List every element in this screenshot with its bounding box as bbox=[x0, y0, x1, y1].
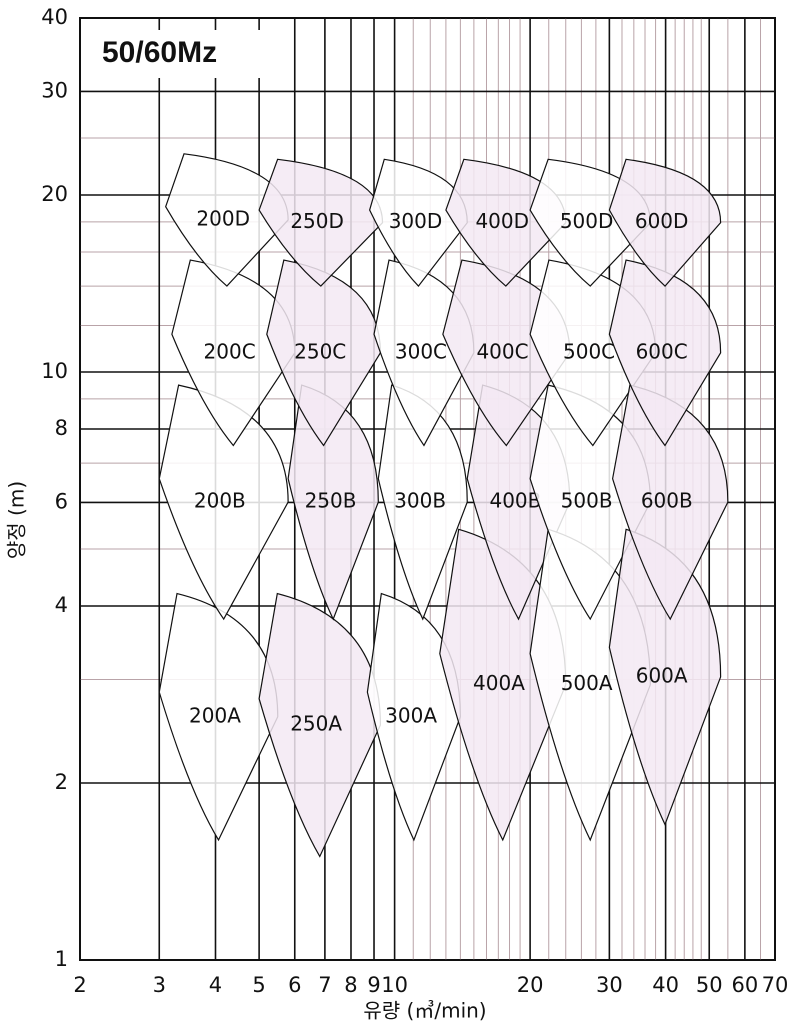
region-label: 600B bbox=[641, 489, 693, 513]
region-label: 300C bbox=[395, 339, 447, 363]
x-tick-label: 30 bbox=[596, 973, 623, 997]
y-tick-label: 10 bbox=[41, 359, 68, 383]
x-tick-label: 2 bbox=[73, 973, 86, 997]
x-tick-label: 20 bbox=[517, 973, 544, 997]
region-label: 200B bbox=[194, 489, 246, 513]
y-tick-label: 2 bbox=[55, 770, 68, 794]
region-label: 500A bbox=[561, 671, 613, 695]
region-label: 500C bbox=[563, 339, 615, 363]
x-tick-label: 5 bbox=[252, 973, 265, 997]
region-label: 250C bbox=[294, 339, 346, 363]
y-tick-label: 40 bbox=[41, 5, 68, 29]
y-tick-label: 8 bbox=[55, 416, 68, 440]
regions: 200A 200B 200C 200D 250A 250B 250C 250D 300A 300B… bbox=[158, 153, 729, 858]
region-label: 400D bbox=[475, 209, 529, 233]
x-tick-label: 10 bbox=[381, 973, 408, 997]
region-label: 250B bbox=[305, 489, 357, 513]
x-tick-label: 50 bbox=[696, 973, 723, 997]
chart-title: 50/60Mz bbox=[102, 36, 217, 69]
x-tick-label: 6 bbox=[288, 973, 301, 997]
region-label: 200A bbox=[189, 703, 241, 727]
y-tick-label: 20 bbox=[41, 182, 68, 206]
x-tick-label: 9 bbox=[367, 973, 380, 997]
x-tick-label: 60 bbox=[731, 973, 758, 997]
x-tick-label: 40 bbox=[652, 973, 679, 997]
x-tick-label: 70 bbox=[762, 973, 789, 997]
region-label: 200C bbox=[204, 339, 256, 363]
y-tick-label: 6 bbox=[55, 489, 68, 513]
region bbox=[608, 158, 722, 287]
y-tick-label: 30 bbox=[41, 78, 68, 102]
y-tick-label: 4 bbox=[55, 593, 68, 617]
region-label: 300A bbox=[385, 703, 437, 727]
region-label: 500D bbox=[560, 209, 614, 233]
x-axis-label: 유량 (㎥/min) bbox=[363, 999, 486, 1023]
region-label: 600A bbox=[636, 663, 688, 687]
y-axis-label: 양정 (m) bbox=[5, 481, 29, 559]
x-tick-label: 8 bbox=[344, 973, 357, 997]
x-tick-label: 4 bbox=[209, 973, 222, 997]
region-label: 200D bbox=[196, 206, 250, 230]
region-label: 600C bbox=[636, 339, 688, 363]
region-label: 400A bbox=[473, 671, 525, 695]
region-label: 250A bbox=[290, 711, 342, 735]
x-tick-label: 7 bbox=[318, 973, 331, 997]
x-tick-label: 3 bbox=[153, 973, 166, 997]
region-label: 300B bbox=[394, 489, 446, 513]
region-label: 300D bbox=[389, 209, 443, 233]
region-label: 400B bbox=[489, 489, 541, 513]
region-label: 600D bbox=[635, 209, 689, 233]
region-label: 250D bbox=[290, 209, 344, 233]
y-tick-label: 1 bbox=[55, 947, 68, 971]
title-bg bbox=[96, 30, 261, 78]
region-label: 500B bbox=[561, 489, 613, 513]
region-label: 400C bbox=[476, 339, 528, 363]
